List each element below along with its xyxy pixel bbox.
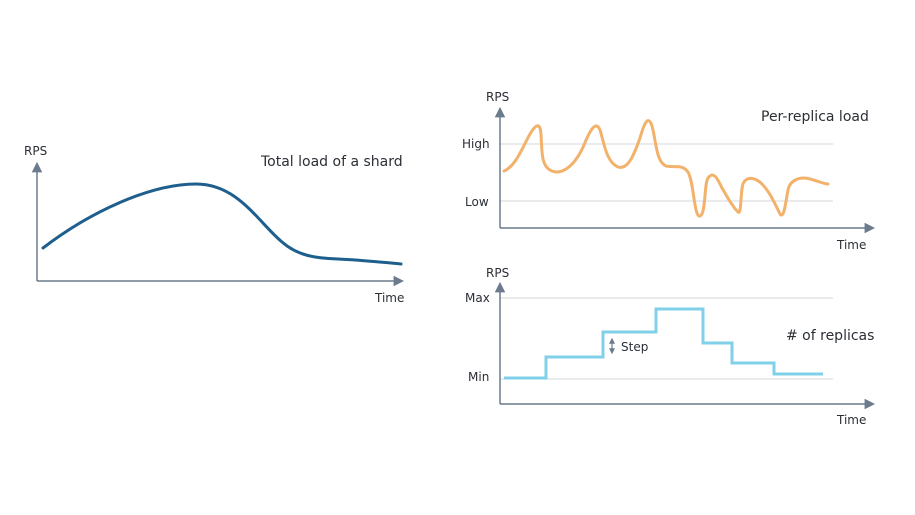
per-replica-title: Per-replica load — [761, 109, 869, 125]
per-replica-tick-high: High — [462, 137, 490, 151]
total-load-chart: RPS Time Total load of a shard — [24, 144, 404, 305]
replicas-title: # of replicas — [786, 328, 874, 344]
per-replica-load-chart: RPS Time High Low Per-replica load — [462, 90, 876, 252]
total-load-y-axis-label: RPS — [24, 144, 47, 158]
per-replica-x-axis-label: Time — [836, 238, 866, 252]
replicas-tick-min: Min — [468, 370, 489, 384]
replicas-x-axis-label: Time — [836, 413, 866, 427]
step-label: Step — [621, 340, 648, 354]
total-load-x-axis-label: Time — [374, 291, 404, 305]
per-replica-load-curve — [502, 119, 830, 218]
total-load-curve — [41, 182, 403, 266]
replicas-y-axis-label: RPS — [486, 266, 509, 280]
replicas-step-line — [504, 307, 823, 380]
replicas-tick-max: Max — [465, 291, 490, 305]
per-replica-y-axis-label: RPS — [486, 90, 509, 104]
total-load-title: Total load of a shard — [260, 154, 403, 170]
per-replica-tick-low: Low — [465, 195, 489, 209]
replicas-chart: RPS Time Max Min # of replicas Step — [465, 266, 876, 427]
